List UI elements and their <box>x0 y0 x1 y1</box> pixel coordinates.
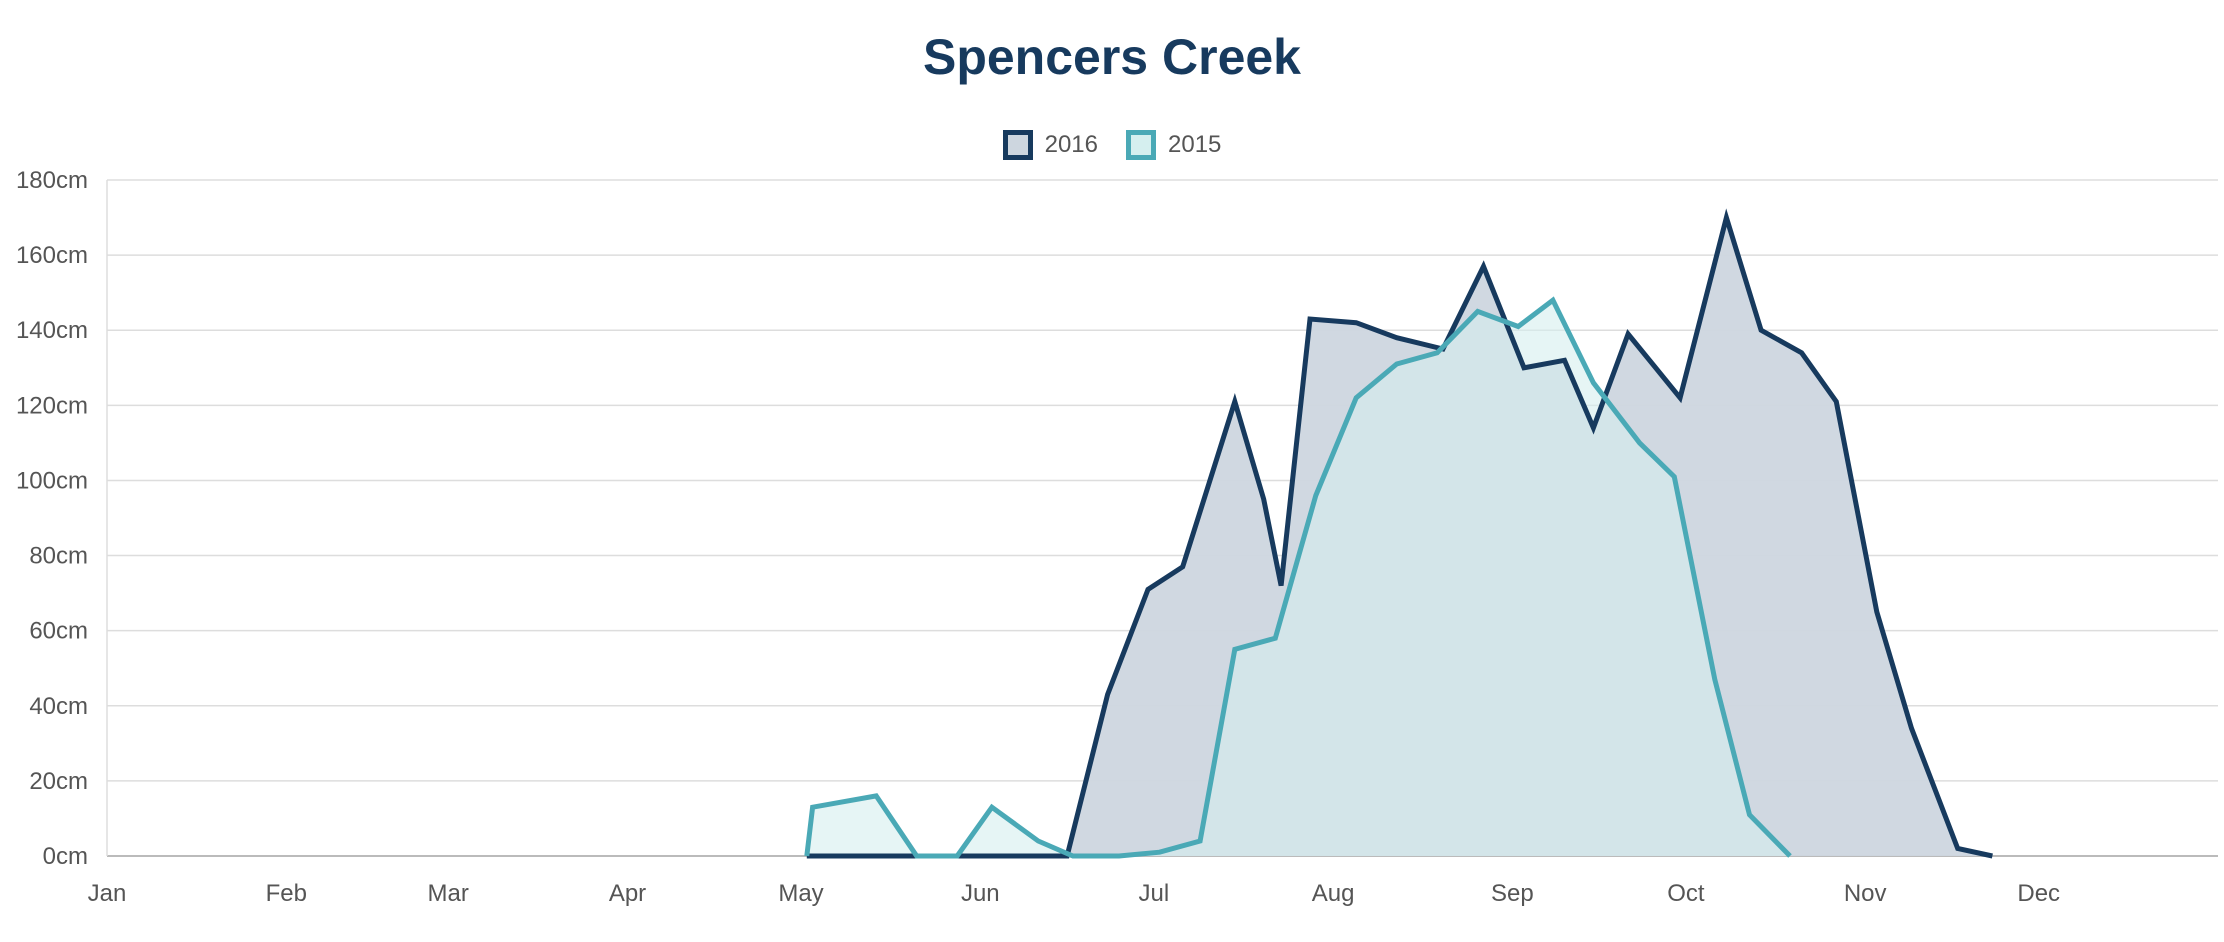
legend: 2016 2015 <box>0 130 2224 160</box>
x-tick-label: May <box>778 880 823 907</box>
y-tick-label: 100cm <box>16 467 88 494</box>
y-tick-label: 180cm <box>16 167 88 194</box>
legend-item-2015[interactable]: 2015 <box>1126 130 1221 160</box>
x-tick-label: Sep <box>1491 880 1534 907</box>
y-tick-label: 60cm <box>29 618 88 645</box>
x-tick-label: Jul <box>1138 880 1169 907</box>
chart-title: Spencers Creek <box>922 29 1301 85</box>
y-tick-label: 40cm <box>29 693 88 720</box>
x-tick-label: Apr <box>609 880 646 907</box>
x-tick-label: Feb <box>266 880 307 907</box>
series-line-2015 <box>804 296 1792 859</box>
legend-label-2015: 2015 <box>1168 131 1222 158</box>
x-tick-label: Jan <box>88 880 127 907</box>
legend-item-2016[interactable]: 2016 <box>1002 130 1098 160</box>
y-tick-label: 160cm <box>16 242 88 269</box>
series-line-2016 <box>806 208 1993 859</box>
x-tick-label: Aug <box>1312 880 1355 907</box>
y-tick-label: 80cm <box>29 543 88 570</box>
legend-label-2016: 2016 <box>1044 131 1098 158</box>
y-tick-label: 0cm <box>43 843 88 870</box>
x-tick-label: Jun <box>961 880 1000 907</box>
series-area-2015 <box>806 300 1790 856</box>
y-tick-label: 20cm <box>29 768 88 795</box>
y-tick-label: 120cm <box>16 392 88 419</box>
x-tick-label: Mar <box>428 880 469 907</box>
legend-swatch-2016 <box>1002 130 1033 160</box>
x-tick-label: Dec <box>2017 880 2060 907</box>
x-tick-label: Oct <box>1667 880 1705 907</box>
legend-swatch-2015 <box>1126 130 1156 160</box>
y-tick-label: 140cm <box>16 317 88 344</box>
x-tick-label: Nov <box>1844 880 1887 907</box>
